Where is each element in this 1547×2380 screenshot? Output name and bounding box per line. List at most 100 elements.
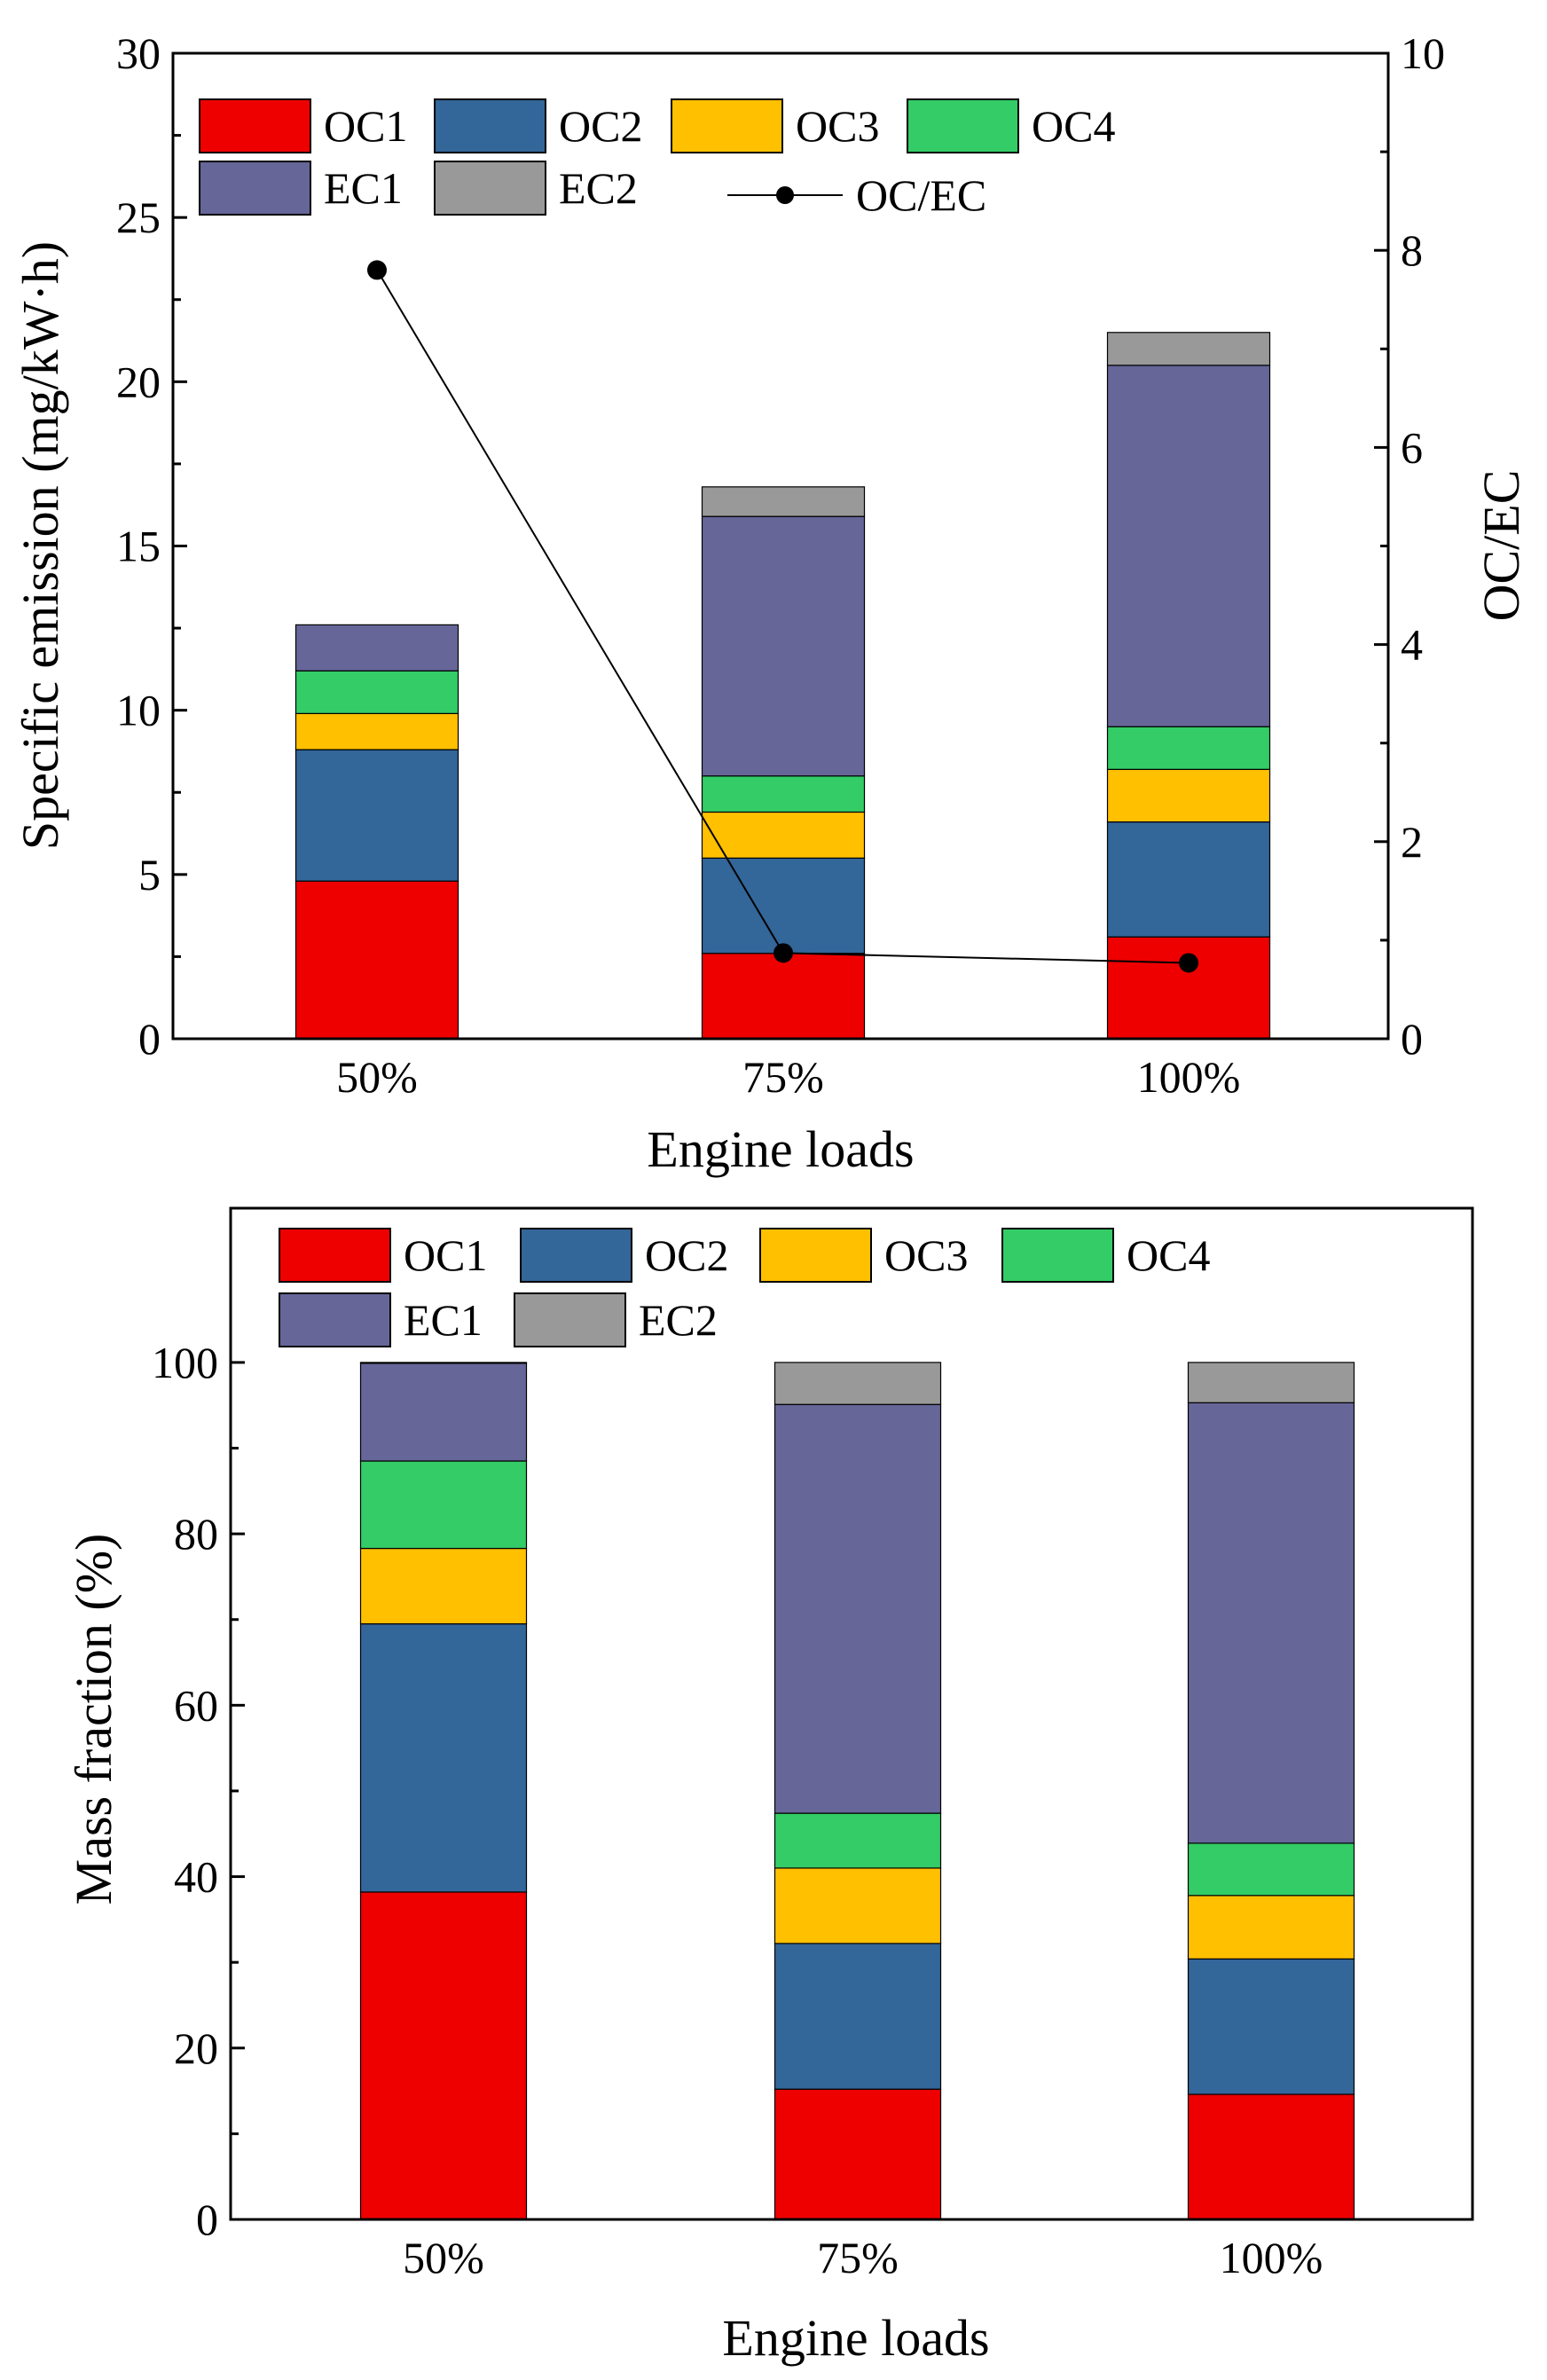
- bar-ec2-100: [1106, 332, 1271, 366]
- y-tick-label-0: 0: [138, 1014, 161, 1064]
- ocec-point-100: [1179, 953, 1198, 973]
- y-tick-label-40: 40: [174, 1852, 218, 1902]
- legend-swatch-oc2: [520, 1228, 632, 1283]
- bar-oc1-50: [294, 880, 459, 1040]
- top-ticks: 50% 75% 100% 0 5 10 15 20 25 30 0 2 4 6 8 10: [116, 28, 1445, 1102]
- legend-swatch-ec1: [199, 161, 311, 216]
- bottom-bars: [359, 1362, 1355, 2220]
- y2-tick-label-2: 2: [1401, 817, 1423, 867]
- legend-label-ocec: OC/EC: [856, 170, 986, 220]
- x-tick-label-75: 75%: [742, 1052, 824, 1102]
- y-tick-label-80: 80: [174, 1509, 218, 1559]
- legend-label-oc3: OC3: [884, 1230, 968, 1280]
- bar-oc2-75: [701, 857, 866, 954]
- y2-tick-label-8: 8: [1401, 225, 1423, 275]
- legend-label-ec2: EC2: [559, 163, 638, 213]
- bar-oc3-100: [1187, 1895, 1355, 1960]
- y2-tick-label-6: 6: [1401, 422, 1423, 472]
- y-tick-label-100: 100: [152, 1338, 218, 1387]
- bar-oc1-50: [359, 1891, 528, 2220]
- x-tick-label-100: 100%: [1220, 2233, 1323, 2282]
- y2-tick-label-10: 10: [1401, 28, 1445, 78]
- bar-oc3-75: [701, 811, 866, 859]
- y-tick-label-25: 25: [116, 192, 161, 242]
- bar-oc1-75: [701, 953, 866, 1040]
- bar-ec2-75: [701, 486, 866, 517]
- legend-swatch-ec2: [434, 161, 546, 216]
- legend-label-ec1: EC1: [324, 163, 403, 213]
- x-tick-label-100: 100%: [1137, 1052, 1241, 1102]
- top-y-axis-title: Specific emission (mg/kW·h): [12, 241, 69, 850]
- legend-label-oc3: OC3: [796, 101, 879, 151]
- legend-label-ec1: EC1: [404, 1295, 483, 1345]
- legend-swatch-oc4: [1001, 1228, 1114, 1283]
- bottom-ticks: 50% 75% 100% 0 20 40 60 80 100: [152, 1338, 1323, 2282]
- bar-oc3-50: [359, 1547, 528, 1625]
- x-tick-label-75: 75%: [817, 2233, 899, 2282]
- legend-swatch-oc2: [434, 98, 546, 153]
- legend-label-oc4: OC4: [1032, 101, 1115, 151]
- bar-oc3-100: [1106, 768, 1271, 823]
- bar-oc2-50: [294, 749, 459, 882]
- bar-ec1-75: [774, 1403, 942, 1814]
- top-bars: [294, 332, 1271, 1040]
- bar-oc2-50: [359, 1622, 528, 1893]
- bar-oc2-75: [774, 1943, 942, 2090]
- y-tick-label-30: 30: [116, 28, 161, 78]
- legend-label-oc2: OC2: [645, 1230, 728, 1280]
- bar-ec1-50: [359, 1363, 528, 1462]
- legend-label-oc4: OC4: [1127, 1230, 1210, 1280]
- bar-oc3-50: [294, 712, 459, 750]
- y2-tick-label-0: 0: [1401, 1014, 1423, 1064]
- legend-swatch-oc1: [279, 1228, 391, 1283]
- y-tick-label-15: 15: [116, 522, 161, 571]
- bar-oc4-75: [701, 775, 866, 813]
- bar-ec1-75: [701, 515, 866, 777]
- bar-ec1-50: [294, 624, 459, 672]
- bar-oc3-75: [774, 1867, 942, 1944]
- bar-oc4-100: [1187, 1842, 1355, 1897]
- y-tick-label-0: 0: [196, 2195, 218, 2244]
- bar-ec2-100: [1187, 1362, 1355, 1403]
- legend-swatch-ec2: [514, 1292, 626, 1347]
- bar-oc4-100: [1106, 726, 1271, 770]
- bar-oc4-50: [359, 1460, 528, 1550]
- bar-oc4-50: [294, 670, 459, 714]
- y-tick-label-20: 20: [174, 2023, 218, 2073]
- legend-swatch-oc3: [671, 98, 783, 153]
- legend-label-ec2: EC2: [639, 1295, 718, 1345]
- bar-oc2-100: [1106, 821, 1271, 938]
- top-x-axis-title: Engine loads: [647, 1120, 914, 1178]
- bar-oc1-100: [1187, 2093, 1355, 2220]
- top-legend: OC1 OC2 OC3 OC4 EC1 EC2 OC/EC: [199, 98, 1115, 220]
- bar-oc1-100: [1106, 936, 1271, 1040]
- bar-ec2-75: [774, 1362, 942, 1405]
- y-tick-label-10: 10: [116, 686, 161, 735]
- bar-ec1-100: [1187, 1402, 1355, 1844]
- x-tick-label-50: 50%: [403, 2233, 484, 2282]
- ocec-point-75: [774, 943, 793, 963]
- bottom-plot-frame: [229, 1206, 1474, 2221]
- bar-oc1-75: [774, 2088, 942, 2220]
- legend-label-oc1: OC1: [324, 101, 407, 151]
- bottom-legend: OC1 OC2 OC3 OC4 EC1 EC2: [279, 1228, 1210, 1347]
- top-ocec-line: [367, 260, 1198, 973]
- bar-oc2-100: [1187, 1958, 1355, 2095]
- y-tick-label-5: 5: [138, 850, 161, 899]
- y-tick-label-20: 20: [116, 357, 161, 406]
- top-y2-axis-title: OC/EC: [1472, 470, 1530, 622]
- legend-label-oc2: OC2: [559, 101, 642, 151]
- mass-fraction-chart: 50% 75% 100% 0 20 40 60 80 100 OC1 OC2 OC3 OC4 EC1 EC…: [65, 1206, 1474, 2367]
- legend-swatch-oc1: [199, 98, 311, 153]
- bar-ec1-100: [1106, 365, 1271, 727]
- legend-ocec-marker: [776, 186, 794, 204]
- legend-label-oc1: OC1: [404, 1230, 487, 1280]
- x-tick-label-50: 50%: [336, 1052, 418, 1102]
- legend-swatch-ec1: [279, 1292, 391, 1347]
- ocec-point-50: [367, 260, 387, 280]
- legend-swatch-oc3: [759, 1228, 872, 1283]
- bottom-x-axis-title: Engine loads: [722, 2309, 989, 2367]
- legend-swatch-oc4: [907, 98, 1019, 153]
